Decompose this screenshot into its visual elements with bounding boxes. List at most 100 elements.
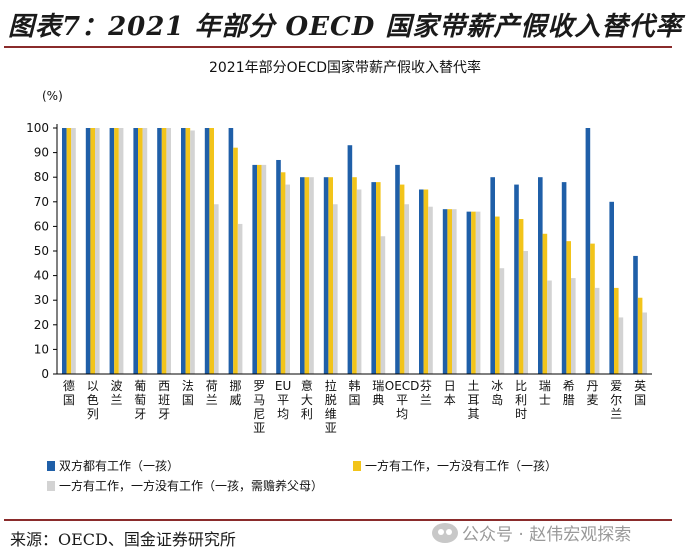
bar-series-3 xyxy=(618,317,624,374)
bar-series-2 xyxy=(185,128,191,374)
bar-chart: 2021年部分OECD国家带薪产假收入替代率 (%) 0 10 20 30 40 50 60… xyxy=(26,59,652,493)
bar-series-1 xyxy=(181,128,186,374)
x-tick-label: 冰岛 xyxy=(491,379,503,407)
x-tick-label: 日本 xyxy=(444,379,456,407)
x-tick-label: EU 平均 xyxy=(275,379,291,421)
x-tick-label: OECD 平均 xyxy=(385,379,420,421)
bar-series-1 xyxy=(228,128,234,374)
x-tick-label: 挪威 xyxy=(229,379,241,407)
x-tick-label: 拉脱维亚 xyxy=(325,378,337,435)
bar-series-1 xyxy=(300,177,305,374)
bar-series-1 xyxy=(490,177,495,374)
bar-series-2 xyxy=(495,216,500,374)
bar-series-2 xyxy=(614,287,619,374)
bar-series-3 xyxy=(571,278,576,374)
bar-series-3 xyxy=(285,184,290,374)
x-tick-label: 英国 xyxy=(634,379,646,407)
bar-series-2 xyxy=(399,184,405,374)
bar-series-1 xyxy=(62,128,67,374)
x-tick-label: 波兰 xyxy=(110,379,122,407)
bar-series-3 xyxy=(594,287,600,374)
bar-series-1 xyxy=(157,128,162,374)
bar-series-3 xyxy=(95,128,100,374)
bar-series-2 xyxy=(542,233,548,374)
bar-series-1 xyxy=(252,164,257,374)
y-tick-label: 90 xyxy=(34,146,49,160)
watermark: 公众号 · 赵伟宏观探索 xyxy=(432,520,631,545)
bar-series-2 xyxy=(257,164,262,374)
bar-series-1 xyxy=(585,128,591,374)
bar-series-1 xyxy=(85,128,91,374)
x-tick-label: 荷兰 xyxy=(206,379,218,407)
y-tick-label: 60 xyxy=(34,219,49,233)
y-tick-label: 80 xyxy=(34,170,49,184)
x-tick-label: 葡萄牙 xyxy=(134,379,146,421)
y-tick-label: 40 xyxy=(34,269,49,283)
y-tick-label: 30 xyxy=(34,293,49,307)
x-tick-label: 法国 xyxy=(182,379,194,407)
x-tick-label: 丹麦 xyxy=(586,379,598,407)
figure-caption: 图表7：2021 年部分 OECD 国家带薪产假收入替代率 xyxy=(8,12,683,42)
bar-series-2 xyxy=(328,177,333,374)
x-tick-label: 意大利 xyxy=(301,378,313,421)
bar-series-3 xyxy=(452,209,457,374)
bar-series-3 xyxy=(404,204,409,374)
x-tick-label: 希腊 xyxy=(563,378,575,407)
bar-series-3 xyxy=(475,211,481,374)
bar-series-3 xyxy=(309,177,314,374)
bar-series-2 xyxy=(233,147,238,374)
bar-series-3 xyxy=(142,128,148,374)
source-note: 来源：OECD、国金证券研究所 xyxy=(10,530,236,549)
bar-series-1 xyxy=(347,145,353,374)
bar-series-3 xyxy=(118,128,124,374)
x-tick-label: 瑞典 xyxy=(372,379,384,407)
bar-series-2 xyxy=(423,189,429,374)
x-tick-label: 土耳其 xyxy=(467,379,479,421)
bar-series-1 xyxy=(133,128,138,374)
source-divider xyxy=(4,519,672,521)
bar-series-1 xyxy=(538,177,543,374)
bar-series-1 xyxy=(514,184,519,374)
bar-series-3 xyxy=(190,130,195,374)
bar-series-2 xyxy=(90,128,95,374)
bar-series-1 xyxy=(442,209,448,374)
y-tick-label: 10 xyxy=(34,342,49,356)
bar-series-1 xyxy=(609,201,614,374)
bar-series-3 xyxy=(71,128,76,374)
bar-series-1 xyxy=(419,189,424,374)
bar-series-3 xyxy=(261,164,267,374)
bar-series-1 xyxy=(633,255,638,374)
legend-label-series-2: 一方有工作，一方没有工作（一孩） xyxy=(365,458,557,473)
bar-series-2 xyxy=(304,177,310,374)
bar-series-2 xyxy=(138,128,143,374)
y-tick-label: 20 xyxy=(34,318,49,332)
bar-series-2 xyxy=(280,172,286,374)
bar-series-3 xyxy=(642,312,647,374)
bar-series-2 xyxy=(66,128,72,374)
wechat-icon xyxy=(432,522,458,543)
caption-divider xyxy=(4,46,672,48)
x-tick-label: 韩国 xyxy=(348,378,360,407)
y-tick-label: 0 xyxy=(41,367,49,381)
x-tick-label: 罗马尼亚 xyxy=(253,379,265,435)
bar-series-1 xyxy=(561,182,567,374)
bar-series-3 xyxy=(214,204,219,374)
bar-series-1 xyxy=(204,128,210,374)
bar-series-2 xyxy=(352,177,357,374)
bar-series-2 xyxy=(518,219,524,374)
chart-title: 2021年部分OECD国家带薪产假收入替代率 xyxy=(209,59,481,76)
x-tick-label: 爱尔兰 xyxy=(610,379,622,421)
bar-series-3 xyxy=(356,189,362,374)
legend-label-series-1: 双方都有工作（一孩） xyxy=(59,458,179,473)
legend-label-series-3: 一方有工作，一方没有工作（一孩，需赡养父母） xyxy=(59,478,323,493)
bar-series-2 xyxy=(590,243,595,374)
x-tick-label: 以色列 xyxy=(87,379,99,421)
bar-series-2 xyxy=(114,128,119,374)
bar-series-1 xyxy=(395,164,400,374)
x-tick-label: 比利时 xyxy=(515,379,527,421)
bar-series-2 xyxy=(376,182,381,374)
legend-swatch-series-1 xyxy=(47,461,55,471)
bar-series-1 xyxy=(323,177,329,374)
bar-series-2 xyxy=(637,297,643,374)
bar-series-3 xyxy=(333,204,338,374)
